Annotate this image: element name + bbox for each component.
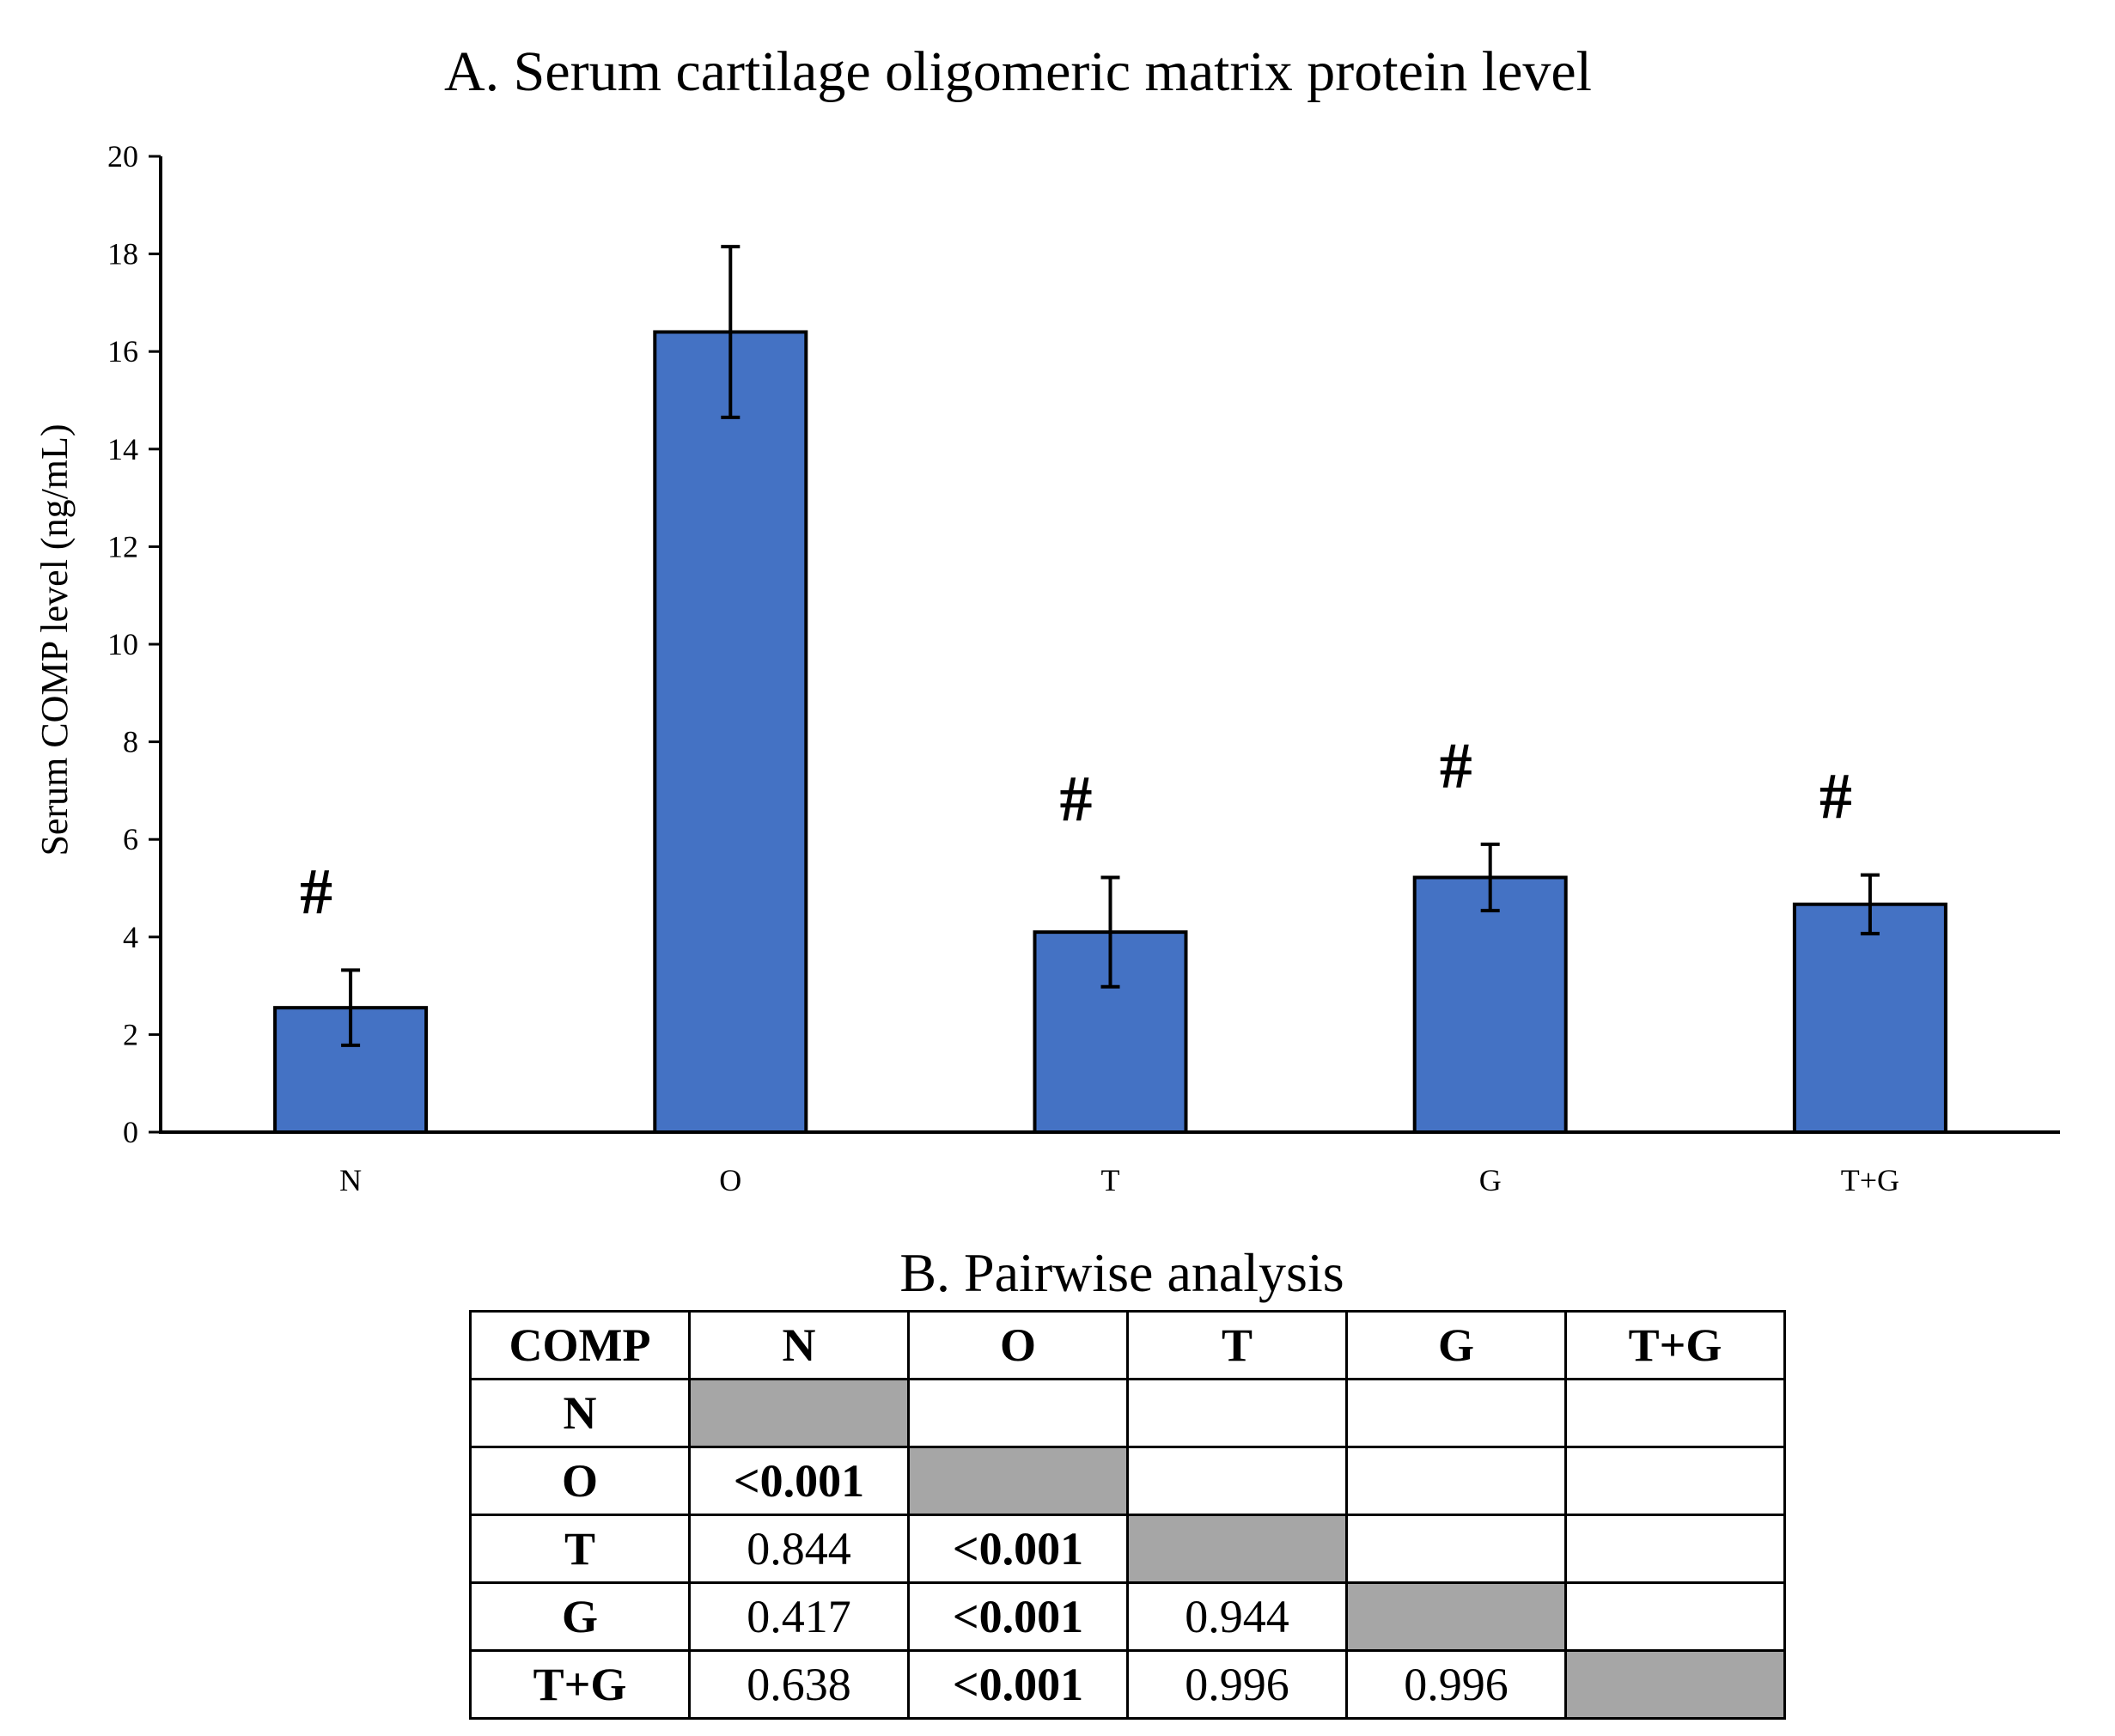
row-header: T+G [469, 1649, 691, 1720]
table-row: T+G 0.638 <0.001 0.996 0.996 [469, 1649, 1786, 1720]
y-axis-label: Serum COMP level (ng/mL) [34, 423, 76, 856]
y-tick-label: 16 [107, 334, 138, 369]
significance-marker: # [1060, 764, 1093, 836]
column-header: G [1345, 1310, 1567, 1380]
y-ticks: 0 2 4 6 8 10 12 14 16 18 20 [107, 139, 161, 1149]
bar [1792, 902, 1947, 1135]
table-cell [1345, 1446, 1567, 1516]
table-row: N [469, 1378, 1786, 1448]
table-cell: 0.417 [688, 1581, 910, 1652]
significance-marker: # [1440, 730, 1472, 802]
table-cell [1564, 1581, 1786, 1652]
y-tick-label: 6 [123, 822, 138, 856]
table-corner: COMP [469, 1310, 691, 1380]
table-cell [1564, 1378, 1786, 1448]
significance-marker: # [1819, 761, 1852, 833]
table-cell: 0.944 [1126, 1581, 1348, 1652]
y-tick-label: 0 [123, 1115, 138, 1149]
table-row: G 0.417 <0.001 0.944 [469, 1581, 1786, 1652]
column-header: T+G [1564, 1310, 1786, 1380]
table-cell: <0.001 [907, 1649, 1129, 1720]
table-cell: 0.996 [1345, 1649, 1567, 1720]
column-header: O [907, 1310, 1129, 1380]
table-cell: <0.001 [907, 1581, 1129, 1652]
table-cell [1564, 1514, 1786, 1584]
table-cell [1564, 1446, 1786, 1516]
bar [1412, 875, 1568, 1135]
table-cell: <0.001 [688, 1446, 910, 1516]
x-tick-label: G [1479, 1163, 1502, 1197]
y-tick-label: 2 [123, 1017, 138, 1051]
table-cell [1126, 1378, 1348, 1448]
diagonal-cell [1564, 1649, 1786, 1720]
diagonal-cell [1345, 1581, 1567, 1652]
table-row: O <0.001 [469, 1446, 1786, 1516]
row-header: N [469, 1378, 691, 1448]
diagonal-cell [907, 1446, 1129, 1516]
table-cell [907, 1378, 1129, 1448]
y-tick-label: 20 [107, 139, 138, 174]
significance-marker: # [300, 856, 332, 928]
table-cell [1345, 1514, 1567, 1584]
chart-title: A. Serum cartilage oligomeric matrix pro… [444, 40, 1592, 103]
x-tick-label: T+G [1841, 1163, 1899, 1197]
bar [653, 330, 808, 1135]
x-ticks: N O T G T+G [339, 1163, 1899, 1197]
diagonal-cell [1126, 1514, 1348, 1584]
y-tick-label: 10 [107, 627, 138, 661]
table-cell: <0.001 [907, 1514, 1129, 1584]
y-tick-label: 12 [107, 529, 138, 563]
bar-chart: A. Serum cartilage oligomeric matrix pro… [34, 40, 2060, 1197]
y-tick-label: 14 [107, 432, 138, 466]
y-tick-label: 18 [107, 237, 138, 271]
table-cell: 0.844 [688, 1514, 910, 1584]
row-header: G [469, 1581, 691, 1652]
table-cell: 0.996 [1126, 1649, 1348, 1720]
diagonal-cell [688, 1378, 910, 1448]
x-tick-label: N [339, 1163, 362, 1197]
column-header: T [1126, 1310, 1348, 1380]
table-header-row: COMP N O T G T+G [469, 1310, 1786, 1380]
y-tick-label: 8 [123, 725, 138, 759]
row-header: T [469, 1514, 691, 1584]
table-row: T 0.844 <0.001 [469, 1514, 1786, 1584]
pairwise-table: COMP N O T G T+G N O <0.001 T 0.844 <0.0… [469, 1310, 1786, 1720]
table-title: B. Pairwise analysis [899, 1242, 1344, 1303]
x-tick-label: T [1101, 1163, 1120, 1197]
table-cell: 0.638 [688, 1649, 910, 1720]
table-cell [1126, 1446, 1348, 1516]
bars: # # # # [273, 245, 1947, 1135]
bar [273, 1006, 429, 1135]
x-tick-label: O [719, 1163, 741, 1197]
row-header: O [469, 1446, 691, 1516]
column-header: N [688, 1310, 910, 1380]
y-tick-label: 4 [123, 920, 138, 954]
table-cell [1345, 1378, 1567, 1448]
